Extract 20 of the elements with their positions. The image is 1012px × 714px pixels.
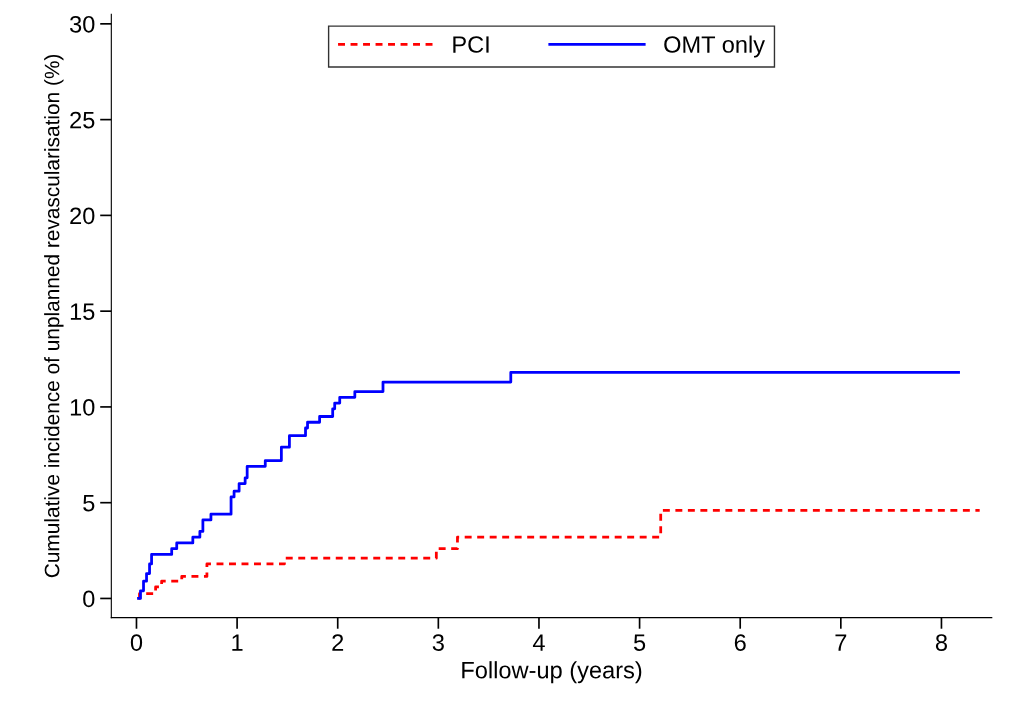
y-tick-label: 15 bbox=[70, 303, 95, 320]
y-tick-label: 20 bbox=[70, 207, 95, 225]
y-tick-label: 30 bbox=[69, 15, 95, 33]
y-tick-label: 10 bbox=[70, 398, 95, 416]
x-tick-label: 0 bbox=[130, 634, 143, 651]
x-tick-label: 2 bbox=[332, 634, 344, 651]
legend-label: OMT only bbox=[664, 35, 765, 58]
y-axis-title: Cumulative incidence of unplanned revascularisation (%) bbox=[44, 54, 64, 578]
x-tick-label: 5 bbox=[633, 634, 646, 651]
x-tick-label: 7 bbox=[835, 634, 847, 651]
y-tick-label: 0 bbox=[83, 590, 95, 608]
y-tick-label: 5 bbox=[83, 495, 95, 512]
x-tick-label: 6 bbox=[734, 634, 746, 651]
x-tick-label: 8 bbox=[935, 634, 947, 651]
x-tick-label: 1 bbox=[232, 634, 243, 651]
x-tick-label: 3 bbox=[432, 634, 444, 651]
y-tick-label: 25 bbox=[70, 111, 95, 129]
x-tick-label: 4 bbox=[532, 634, 545, 651]
legend-label: PCI bbox=[453, 36, 489, 53]
x-axis-title: Follow-up (years) bbox=[462, 661, 642, 684]
